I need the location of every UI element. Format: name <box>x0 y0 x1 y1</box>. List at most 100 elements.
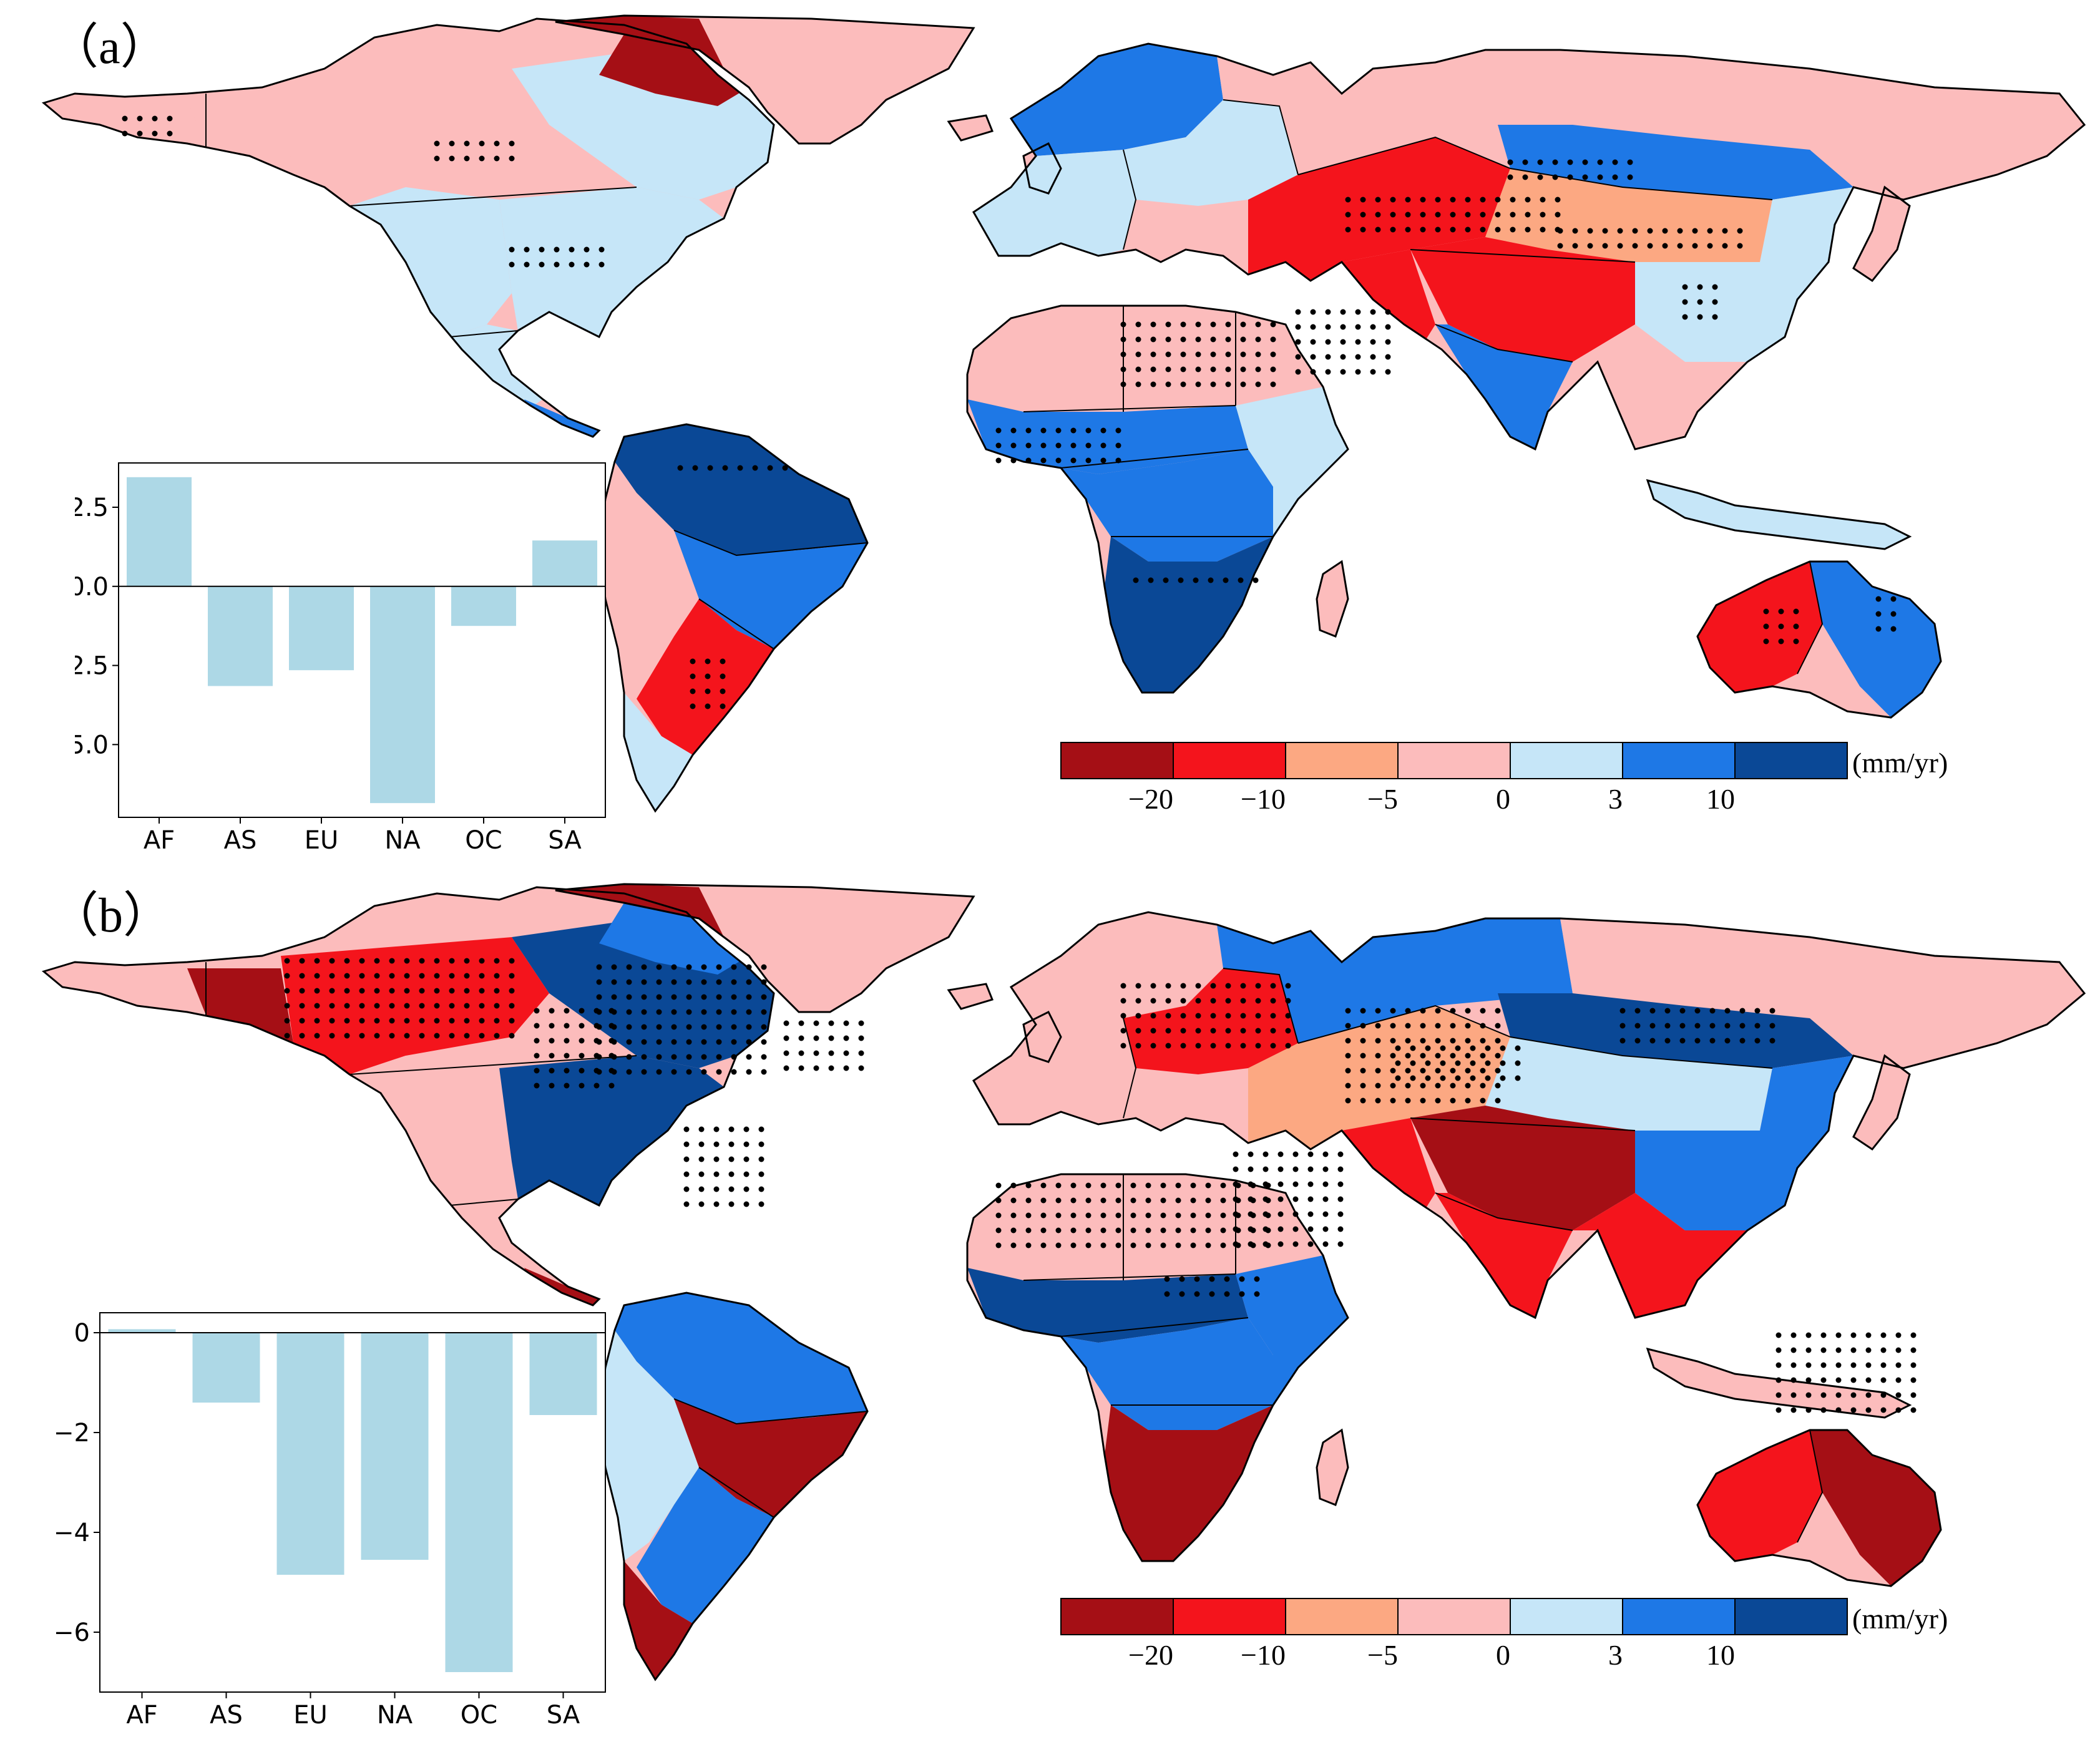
significance-dot <box>1769 1023 1775 1029</box>
significance-dot <box>1292 1226 1299 1232</box>
bar-AF <box>108 1329 176 1333</box>
significance-dot <box>1880 1377 1887 1383</box>
region-west-siberia <box>1217 50 1573 175</box>
significance-dot <box>1115 427 1121 434</box>
significance-dot <box>1135 1013 1141 1019</box>
significance-dot <box>554 261 560 268</box>
significance-dot <box>1194 1291 1200 1297</box>
significance-dot <box>1040 1227 1047 1233</box>
significance-dot <box>596 964 602 970</box>
region-andes <box>599 1330 699 1561</box>
significance-dot <box>626 994 632 1000</box>
significance-dot <box>1890 596 1897 602</box>
significance-dot <box>1355 309 1361 315</box>
significance-dot <box>1775 1377 1782 1383</box>
significance-dot <box>1310 369 1316 375</box>
coastline-indonesia <box>1646 479 1912 550</box>
significance-dot <box>1340 354 1346 360</box>
significance-dot <box>611 1024 617 1030</box>
significance-dot <box>1255 366 1261 372</box>
significance-dot <box>1180 998 1186 1004</box>
significance-dot <box>1178 577 1184 583</box>
country-border <box>449 1199 519 1206</box>
significance-dot <box>534 1068 540 1074</box>
significance-dot <box>716 994 722 1000</box>
significance-dot <box>743 1201 750 1207</box>
region-indonesia <box>1648 1349 1910 1418</box>
significance-dot <box>344 1018 350 1024</box>
significance-dot <box>798 1020 804 1026</box>
significance-dot <box>1450 1097 1456 1104</box>
significance-dot <box>1712 284 1718 290</box>
significance-dot <box>1225 336 1231 343</box>
significance-dot <box>1697 299 1703 305</box>
significance-dot <box>1634 1038 1641 1044</box>
significance-dot <box>782 465 788 471</box>
significance-dot <box>611 1009 617 1015</box>
significance-dot <box>656 1009 662 1015</box>
landmass-greenland <box>555 16 974 144</box>
inset-plot-area <box>118 462 606 818</box>
significance-dot <box>1248 1196 1254 1202</box>
significance-dot <box>1270 1043 1276 1049</box>
significance-dot <box>1495 1083 1501 1089</box>
significance-dot <box>1085 1242 1092 1248</box>
significance-dot <box>1210 998 1216 1004</box>
significance-dot <box>1390 212 1396 218</box>
significance-dot <box>1148 577 1154 583</box>
significance-dot <box>995 427 1002 434</box>
significance-dot <box>509 958 515 964</box>
significance-dot <box>1880 1362 1887 1368</box>
bar-NA <box>361 1333 429 1560</box>
significance-dot <box>713 1201 720 1207</box>
significance-dot <box>479 155 485 162</box>
significance-dot <box>1240 321 1246 328</box>
significance-dot <box>1465 1053 1471 1059</box>
significance-dot <box>1195 381 1201 387</box>
country-border <box>1123 149 1137 250</box>
significance-dot <box>137 115 143 122</box>
significance-dot <box>671 1039 677 1045</box>
significance-dot <box>1205 1197 1211 1204</box>
significance-dot <box>1820 1392 1827 1398</box>
significance-dot <box>677 465 683 471</box>
significance-dot <box>1254 1276 1260 1282</box>
significance-dot <box>1233 1166 1239 1172</box>
country-border <box>1797 1429 1824 1543</box>
significance-dot <box>1793 608 1799 615</box>
significance-dot <box>1724 1008 1731 1014</box>
significance-dot <box>1410 1075 1416 1081</box>
significance-dot <box>1120 1043 1126 1049</box>
significance-dot <box>374 958 380 964</box>
region-china-east <box>1635 187 1853 362</box>
significance-dot <box>494 1018 500 1024</box>
significance-dot <box>1465 197 1471 203</box>
significance-dot <box>1360 226 1366 233</box>
significance-dot <box>1055 457 1062 464</box>
significance-dot <box>758 1126 764 1132</box>
significance-dot <box>598 246 605 253</box>
significance-dot <box>1405 1097 1411 1104</box>
country-border <box>1060 1317 1249 1337</box>
significance-dot <box>509 988 515 994</box>
significance-dot <box>1070 427 1077 434</box>
significance-dot <box>728 1126 735 1132</box>
significance-dot <box>1507 159 1513 165</box>
significance-dot <box>1355 354 1361 360</box>
significance-dot <box>1233 1226 1239 1232</box>
significance-dot <box>1450 1053 1456 1059</box>
significance-stippling <box>284 958 1917 1413</box>
region-se-asia <box>1573 324 1747 449</box>
significance-dot <box>1420 226 1426 233</box>
significance-dot <box>1240 351 1246 358</box>
significance-dot <box>1179 1291 1185 1297</box>
significance-dot <box>1133 577 1139 583</box>
significance-dot <box>1145 1212 1151 1219</box>
significance-dot <box>1120 321 1126 328</box>
significance-dot <box>534 1008 540 1014</box>
significance-dot <box>1627 174 1633 180</box>
significance-dot <box>1085 1197 1092 1204</box>
significance-dot <box>494 973 500 979</box>
significance-dot <box>1270 336 1276 343</box>
significance-dot <box>698 1171 705 1177</box>
